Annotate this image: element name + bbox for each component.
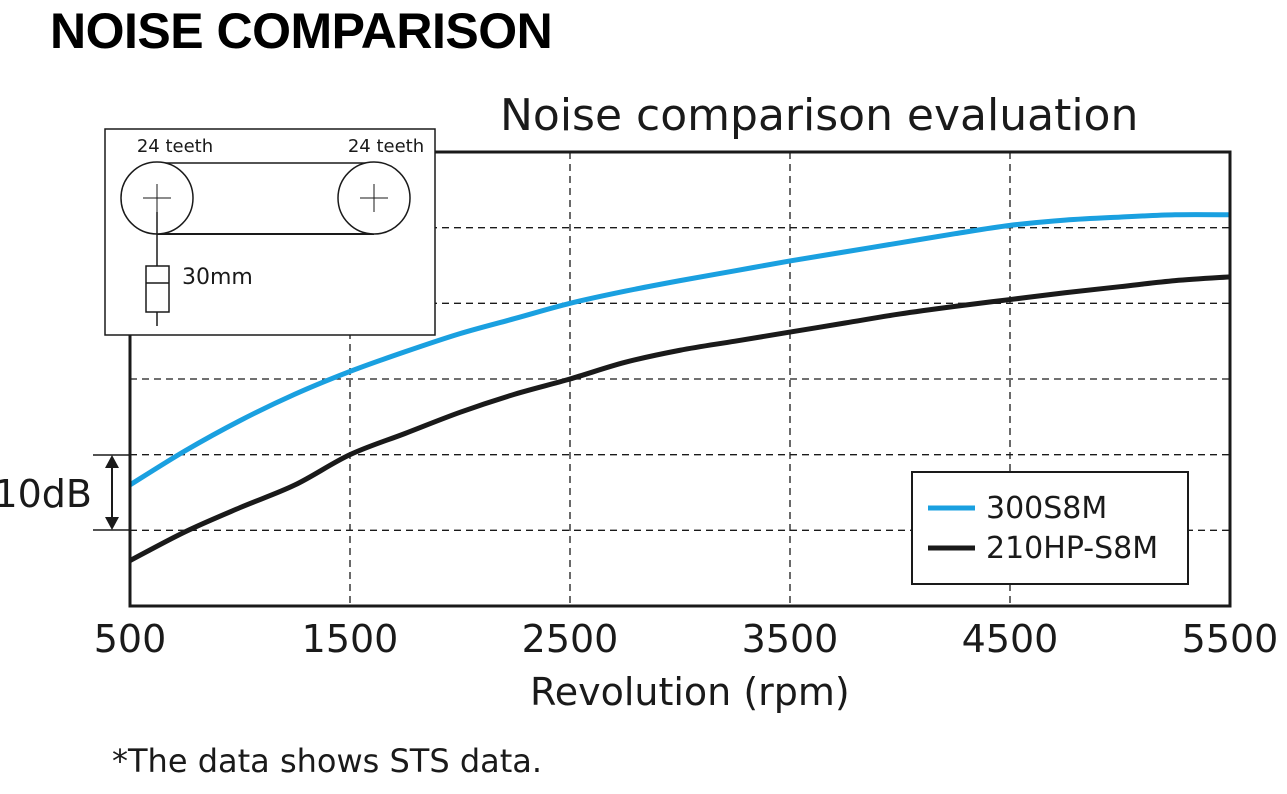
left-pulley-label: 24 teeth [137, 136, 213, 157]
chart-title: Noise comparison evaluation [500, 90, 1139, 141]
right-pulley-label: 24 teeth [348, 136, 424, 157]
x-tick-label: 2500 [522, 617, 619, 661]
x-axis-label: Revolution (rpm) [530, 670, 850, 714]
series-lines [128, 212, 1231, 563]
microphone [145, 265, 170, 313]
legend-label-210hp-s8m: 210HP-S8M [986, 531, 1158, 566]
legend-label-300s8m: 300S8M [986, 491, 1107, 526]
distance-label: 30mm [182, 265, 253, 290]
page-heading: NOISE COMPARISON [50, 3, 553, 59]
x-tick-label: 1500 [302, 617, 399, 661]
series-line-300s8m [128, 212, 1231, 488]
db-scale-indicator: 10dB [0, 454, 130, 531]
series-line-210hp-s8m [128, 274, 1231, 563]
x-tick-label: 5500 [1182, 617, 1279, 661]
plot-frame [128, 150, 1232, 608]
legend: 300S8M 210HP-S8M [911, 471, 1189, 585]
footnote: *The data shows STS data. [112, 742, 543, 780]
db-scale-label: 10dB [0, 472, 92, 516]
x-tick-label: 3500 [742, 617, 839, 661]
test-setup-diagram: 24 teeth 24 teeth 30mm [104, 128, 436, 336]
x-tick-labels: 500 1500 2500 3500 4500 5500 [94, 617, 1279, 661]
x-tick-label: 4500 [962, 617, 1059, 661]
x-tick-label: 500 [94, 617, 167, 661]
